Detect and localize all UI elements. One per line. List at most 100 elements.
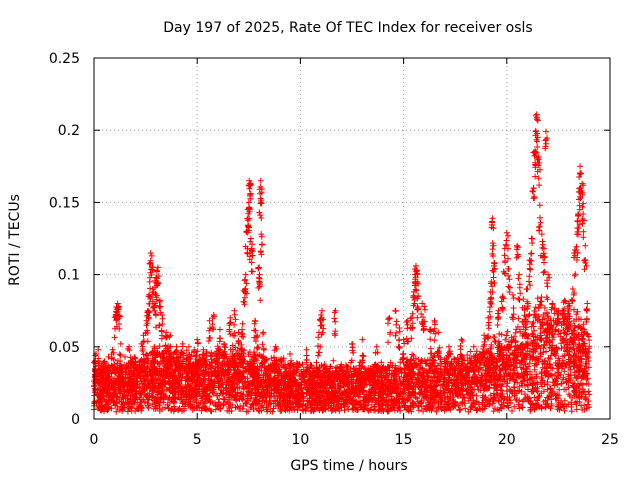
y-tick-label: 0.25 [49,51,80,67]
roti-point-cluster [100,358,108,377]
roti-point [95,346,102,353]
roti-point-cluster [246,180,254,212]
roti-point-cluster [147,264,156,278]
roti-point [319,307,326,314]
roti-point-cluster [434,344,443,360]
roti-point-cluster [403,319,412,345]
roti-point-cluster [315,334,324,359]
roti-point [216,326,223,333]
roti-point-cluster [581,256,590,273]
roti-point-cluster [529,185,538,202]
chart-title: Day 197 of 2025, Rate Of TEC Index for r… [163,20,532,36]
roti-point-cluster [221,341,228,367]
roti-point [200,346,207,353]
roti-point-cluster [542,135,551,152]
roti-point-cluster [548,301,556,333]
x-tick-label: 10 [291,432,309,448]
y-tick-label: 0.05 [49,340,80,356]
roti-point-cluster [523,286,532,312]
y-tick-label: 0 [71,412,80,428]
roti-point-cluster [226,319,234,338]
roti-point [421,303,428,310]
roti-point-cluster [256,195,265,221]
roti-point [565,300,572,307]
roti-point-cluster [554,310,562,327]
roti-point-cluster [392,307,400,339]
x-tick-label: 15 [395,432,413,448]
roti-point [117,340,124,347]
roti-point-cluster [500,252,509,277]
roti-point [258,231,265,238]
roti-point [242,271,249,278]
roti-point [569,286,576,293]
roti-point [373,343,380,350]
roti-point [534,134,541,141]
roti-point [536,202,543,209]
roti-point-cluster [502,232,511,262]
roti-point-cluster [494,310,503,337]
plot-frame [93,57,611,420]
roti-point-cluster [199,351,208,374]
roti-point-cluster [574,202,583,228]
roti-point-cluster [498,294,507,313]
roti-point [235,329,242,336]
roti-point-cluster [568,290,578,313]
roti-point-cluster [271,345,280,376]
roti-point-cluster [526,261,534,289]
roti-point [520,296,527,303]
roti-point-cluster [579,216,587,241]
roti-point [577,163,584,170]
roti-point-cluster [166,333,175,364]
roti-point-cluster [420,306,428,334]
roti-point [239,320,246,327]
roti-point-cluster [583,306,591,325]
y-axis-label: ROTI / TECUs [7,194,23,286]
roti-point-cluster [252,333,262,364]
roti-point-cluster [487,280,496,303]
roti-point [481,332,488,339]
roti-point-cluster [470,353,478,375]
roti-point-cluster [178,343,187,370]
roti-point [359,336,366,343]
roti-point-cluster [230,311,239,339]
roti-point [490,242,497,249]
roti-point-cluster [534,160,543,189]
roti-point-cluster [399,340,408,362]
roti-point-cluster [414,295,422,321]
roti-point [194,336,201,343]
roti-point [287,351,294,358]
roti-point [509,291,516,298]
roti-point-cluster [124,345,134,371]
roti-point-cluster [560,298,569,322]
roti-point [435,329,442,336]
roti-point-cluster [286,357,295,382]
roti-point-cluster [251,318,259,341]
roti-point-cluster [490,262,498,286]
roti-point-cluster [513,243,522,261]
roti-point-cluster [395,328,403,351]
roti-point-cluster [209,313,217,333]
roti-point [582,242,589,249]
roti-point [516,271,523,278]
roti-point-cluster [172,348,181,370]
roti-point-cluster [215,335,224,358]
roti-point-cluster [259,330,267,362]
roti-point-cluster [244,210,252,234]
roti-point-cluster [515,275,524,303]
roti-point [584,300,591,307]
roti-point-cluster [444,348,453,369]
roti-point-cluster [153,267,162,287]
roti-point [241,277,248,284]
roti-point-cluster [248,246,256,275]
roti-point-cluster [246,238,256,266]
roti-point [185,343,192,350]
roti-point-cluster [238,326,247,348]
roti-point-cluster [114,304,123,332]
roti-point-cluster [488,218,497,247]
roti-point-cluster [565,306,573,333]
roti-point-cluster [347,341,357,366]
roti-point-cluster [385,315,394,346]
roti-point-cluster [573,243,581,263]
roti-point [495,307,502,314]
x-tick-label: 0 [90,432,99,448]
